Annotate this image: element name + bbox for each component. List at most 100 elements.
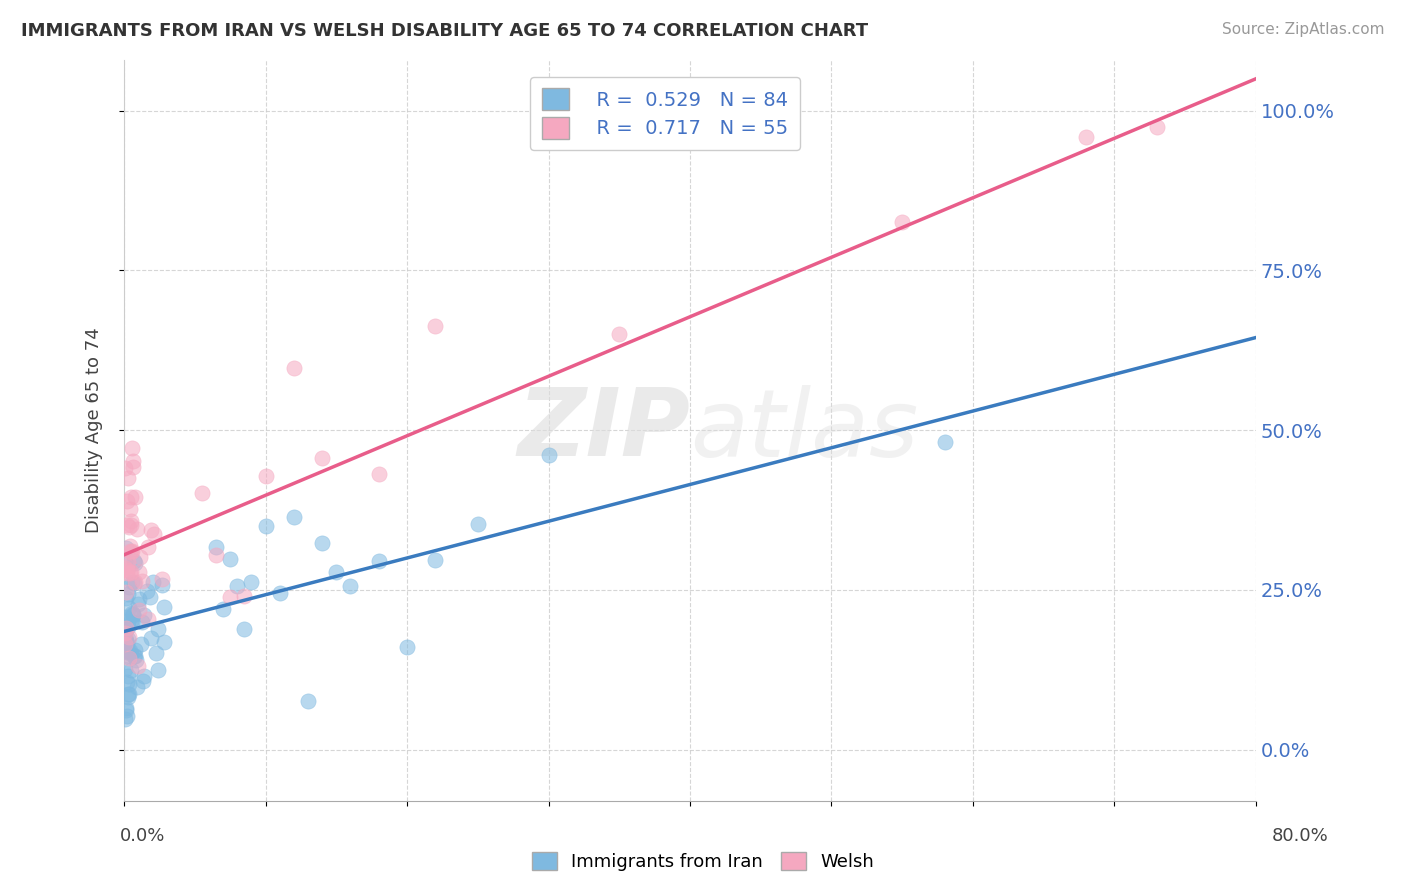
Point [118, 644, 141, 658]
Point [311, 536, 333, 550]
Point [114, 637, 136, 651]
Point [367, 554, 389, 568]
Point [121, 608, 143, 623]
Point [127, 659, 149, 673]
Point [325, 566, 347, 580]
Point [117, 555, 139, 569]
Point [131, 615, 153, 629]
Point [233, 622, 256, 636]
Point [607, 327, 630, 342]
Point [537, 448, 560, 462]
Point [117, 651, 139, 665]
Point [131, 574, 153, 588]
Point [1074, 130, 1097, 145]
Point [114, 634, 136, 648]
Point [219, 552, 242, 566]
Point [145, 647, 167, 661]
Point [135, 584, 157, 599]
Point [114, 637, 136, 651]
Point [150, 578, 173, 592]
Point [120, 647, 142, 661]
Point [132, 674, 155, 689]
Point [114, 712, 136, 726]
Text: ZIP: ZIP [517, 384, 690, 476]
Point [115, 701, 138, 715]
Point [146, 663, 169, 677]
Point [212, 602, 235, 616]
Point [114, 554, 136, 568]
Point [891, 215, 914, 229]
Point [118, 520, 141, 534]
Point [114, 621, 136, 635]
Point [233, 590, 256, 604]
Point [367, 467, 389, 482]
Point [121, 615, 143, 629]
Point [121, 574, 143, 589]
Point [114, 625, 136, 640]
Point [121, 454, 143, 468]
Point [117, 669, 139, 683]
Text: Source: ZipAtlas.com: Source: ZipAtlas.com [1222, 22, 1385, 37]
Point [191, 486, 214, 500]
Point [134, 608, 156, 623]
Point [269, 585, 291, 599]
Point [117, 690, 139, 704]
Point [122, 459, 145, 474]
Point [124, 648, 146, 663]
Point [118, 687, 141, 701]
Point [121, 544, 143, 558]
Point [115, 675, 138, 690]
Point [115, 638, 138, 652]
Point [115, 709, 138, 723]
Point [117, 587, 139, 601]
Point [934, 434, 956, 449]
Point [425, 553, 447, 567]
Point [148, 622, 170, 636]
Point [117, 620, 139, 634]
Point [115, 584, 138, 599]
Point [114, 609, 136, 624]
Point [117, 614, 139, 628]
Point [124, 556, 146, 570]
Legend: Immigrants from Iran, Welsh: Immigrants from Iran, Welsh [524, 845, 882, 879]
Point [115, 703, 138, 717]
Point [240, 575, 263, 590]
Point [467, 516, 489, 531]
Point [139, 523, 162, 537]
Point [396, 640, 419, 654]
Point [142, 527, 165, 541]
Point [115, 518, 138, 533]
Point [120, 490, 142, 504]
Point [120, 517, 142, 532]
Point [136, 540, 159, 554]
Point [1146, 120, 1168, 135]
Point [117, 563, 139, 577]
Point [120, 514, 142, 528]
Point [124, 648, 146, 663]
Point [152, 599, 174, 614]
Point [124, 575, 146, 590]
Point [118, 676, 141, 690]
Point [114, 630, 136, 644]
Legend:   R =  0.529   N = 84,   R =  0.717   N = 55: R = 0.529 N = 84, R = 0.717 N = 55 [530, 77, 800, 150]
Point [114, 591, 136, 605]
Point [115, 566, 138, 581]
Point [120, 545, 142, 559]
Point [339, 579, 361, 593]
Point [120, 566, 142, 581]
Point [127, 597, 149, 611]
Point [114, 461, 136, 475]
Point [115, 634, 138, 648]
Point [142, 575, 165, 590]
Point [141, 631, 163, 645]
Point [117, 632, 139, 646]
Point [114, 645, 136, 659]
Point [117, 580, 139, 594]
Point [129, 637, 152, 651]
Point [118, 543, 141, 558]
Point [205, 548, 228, 562]
Point [115, 648, 138, 663]
Point [120, 614, 142, 628]
Point [219, 591, 242, 605]
Point [128, 603, 150, 617]
